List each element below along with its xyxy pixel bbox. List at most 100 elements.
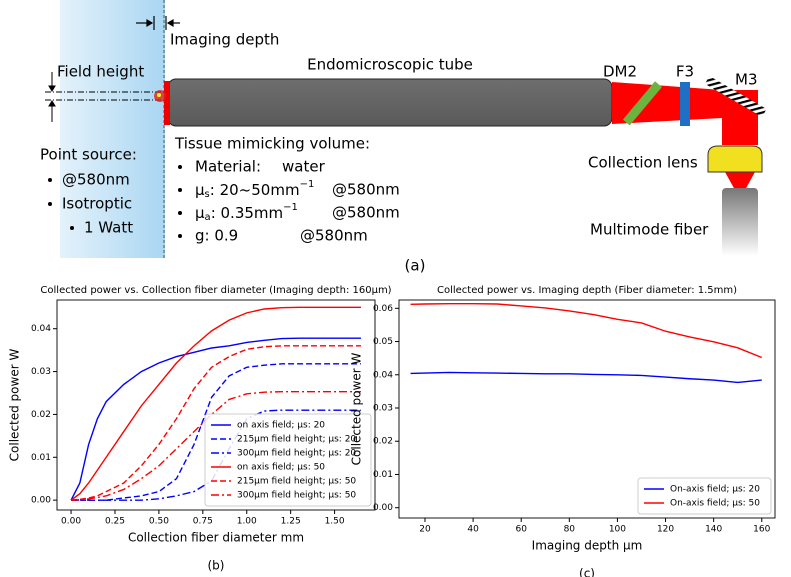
y-tick-label: 0.05 bbox=[373, 337, 393, 347]
tissue-item: μs: 20~50mm−1 bbox=[195, 179, 314, 200]
legend-label: On-axis field; μs: 50 bbox=[670, 499, 760, 509]
x-tick-label: 60 bbox=[515, 525, 527, 535]
depth-arrows bbox=[136, 16, 180, 30]
x-tick-label: 1.25 bbox=[281, 517, 301, 527]
bullet bbox=[178, 234, 182, 238]
x-tick-label: 40 bbox=[467, 525, 479, 535]
x-axis-label: Imaging depth μm bbox=[532, 539, 643, 553]
panel-label: (c) bbox=[579, 567, 595, 577]
legend-label: On-axis field; μs: 20 bbox=[670, 485, 760, 495]
y-tick-label: 0.00 bbox=[373, 503, 393, 513]
series-line bbox=[71, 391, 361, 501]
tissue-item: g: 0.9 bbox=[195, 227, 238, 245]
y-tick-label: 0.00 bbox=[31, 496, 51, 506]
x-axis-label: Collection fiber diameter mm bbox=[128, 531, 304, 545]
sub: a bbox=[205, 212, 211, 223]
field-height-label: Field height bbox=[57, 63, 144, 81]
fiber-label: Multimode fiber bbox=[590, 221, 709, 239]
beam bbox=[725, 172, 755, 190]
f3 bbox=[680, 82, 690, 126]
chart-title: Collected power vs. Imaging depth (Fiber… bbox=[437, 285, 737, 296]
tube bbox=[167, 78, 613, 127]
bullet bbox=[178, 165, 182, 169]
tissue-item: water bbox=[282, 158, 326, 176]
y-tick-label: 0.04 bbox=[373, 370, 393, 380]
collection-lens-label: Collection lens bbox=[588, 154, 698, 172]
x-tick-label: 160 bbox=[753, 525, 770, 535]
tissue-note: @580nm bbox=[332, 204, 400, 222]
legend-label: 300μm field height; μs: 20 bbox=[237, 449, 356, 459]
f3-label: F3 bbox=[676, 63, 694, 81]
plot-frame bbox=[398, 299, 776, 519]
series-line bbox=[70, 337, 361, 501]
tissue-item: μa: 0.35mm−1 bbox=[195, 202, 298, 223]
dm2-label: DM2 bbox=[603, 63, 637, 81]
point-source bbox=[154, 90, 166, 102]
bullet bbox=[178, 188, 182, 192]
y-tick-label: 0.06 bbox=[373, 304, 393, 314]
x-tick-label: 0.00 bbox=[61, 517, 81, 527]
legend-label: on axis field; μs: 20 bbox=[237, 421, 325, 431]
series-line bbox=[71, 409, 361, 501]
chart-title: Collected power vs. Collection fiber dia… bbox=[40, 285, 391, 296]
panel-label: (b) bbox=[208, 559, 225, 573]
x-tick-label: 140 bbox=[705, 525, 722, 535]
series-line bbox=[410, 371, 762, 384]
sup: −1 bbox=[283, 202, 298, 213]
collection-lens bbox=[707, 145, 763, 173]
bullet bbox=[178, 211, 182, 215]
y-tick-label: 0.01 bbox=[373, 470, 393, 480]
x-tick-label: 120 bbox=[657, 525, 674, 535]
y-axis-label: Collected power W bbox=[350, 353, 364, 466]
plot-frame bbox=[56, 299, 376, 511]
series-line bbox=[70, 345, 361, 501]
y-tick-label: 0.02 bbox=[373, 437, 393, 447]
symbol: μ bbox=[195, 204, 205, 222]
legend-label: 300μm field height; μs: 50 bbox=[237, 491, 356, 501]
x-tick-label: 1.50 bbox=[325, 517, 345, 527]
symbol: μ bbox=[195, 181, 205, 199]
point-source-item: 1 Watt bbox=[84, 219, 133, 237]
y-tick-label: 0.03 bbox=[373, 404, 393, 414]
bullet bbox=[48, 178, 52, 182]
bullet bbox=[48, 202, 52, 206]
tissue-note: @580nm bbox=[300, 227, 368, 245]
legend-label: on axis field; μs: 50 bbox=[237, 463, 325, 473]
tissue-item: Material: bbox=[195, 158, 261, 176]
panel-label: (a) bbox=[405, 257, 426, 275]
tube-label: Endomicroscopic tube bbox=[307, 56, 473, 74]
m3 bbox=[704, 76, 767, 117]
tissue-title: Tissue mimicking volume: bbox=[174, 135, 370, 153]
series-line bbox=[410, 302, 763, 359]
point-source-item: @580nm bbox=[62, 171, 130, 189]
legend-box bbox=[204, 413, 372, 507]
dm2 bbox=[622, 81, 662, 126]
diagram: Imaging depth Field height Endomicroscop… bbox=[40, 0, 767, 275]
x-tick-label: 100 bbox=[609, 525, 626, 535]
x-tick-label: 80 bbox=[564, 525, 576, 535]
imaging-depth-label: Imaging depth bbox=[170, 31, 279, 49]
legend-label: 215μm field height; μs: 20 bbox=[237, 435, 356, 445]
x-tick-label: 20 bbox=[419, 525, 431, 535]
bullet bbox=[70, 226, 74, 230]
y-tick-label: 0.03 bbox=[31, 367, 51, 377]
y-tick-label: 0.02 bbox=[31, 410, 51, 420]
tissue-volume bbox=[60, 0, 165, 258]
fiber bbox=[722, 188, 758, 256]
legend-label: 215μm field height; μs: 50 bbox=[237, 477, 356, 487]
x-tick-label: 0.50 bbox=[149, 517, 169, 527]
y-tick-label: 0.04 bbox=[31, 324, 51, 334]
sub: s bbox=[205, 189, 210, 200]
text: : 20~50mm bbox=[210, 181, 300, 199]
m3-label: M3 bbox=[735, 71, 758, 89]
x-tick-label: 0.75 bbox=[193, 517, 213, 527]
sup: −1 bbox=[300, 179, 315, 190]
series-line bbox=[71, 363, 361, 501]
point-source-item: Isotroptic bbox=[62, 195, 132, 213]
point-source-title: Point source: bbox=[40, 146, 137, 164]
tissue-note: @580nm bbox=[332, 181, 400, 199]
x-tick-label: 1.00 bbox=[237, 517, 257, 527]
legend-box bbox=[637, 477, 772, 515]
y-tick-label: 0.01 bbox=[31, 453, 51, 463]
